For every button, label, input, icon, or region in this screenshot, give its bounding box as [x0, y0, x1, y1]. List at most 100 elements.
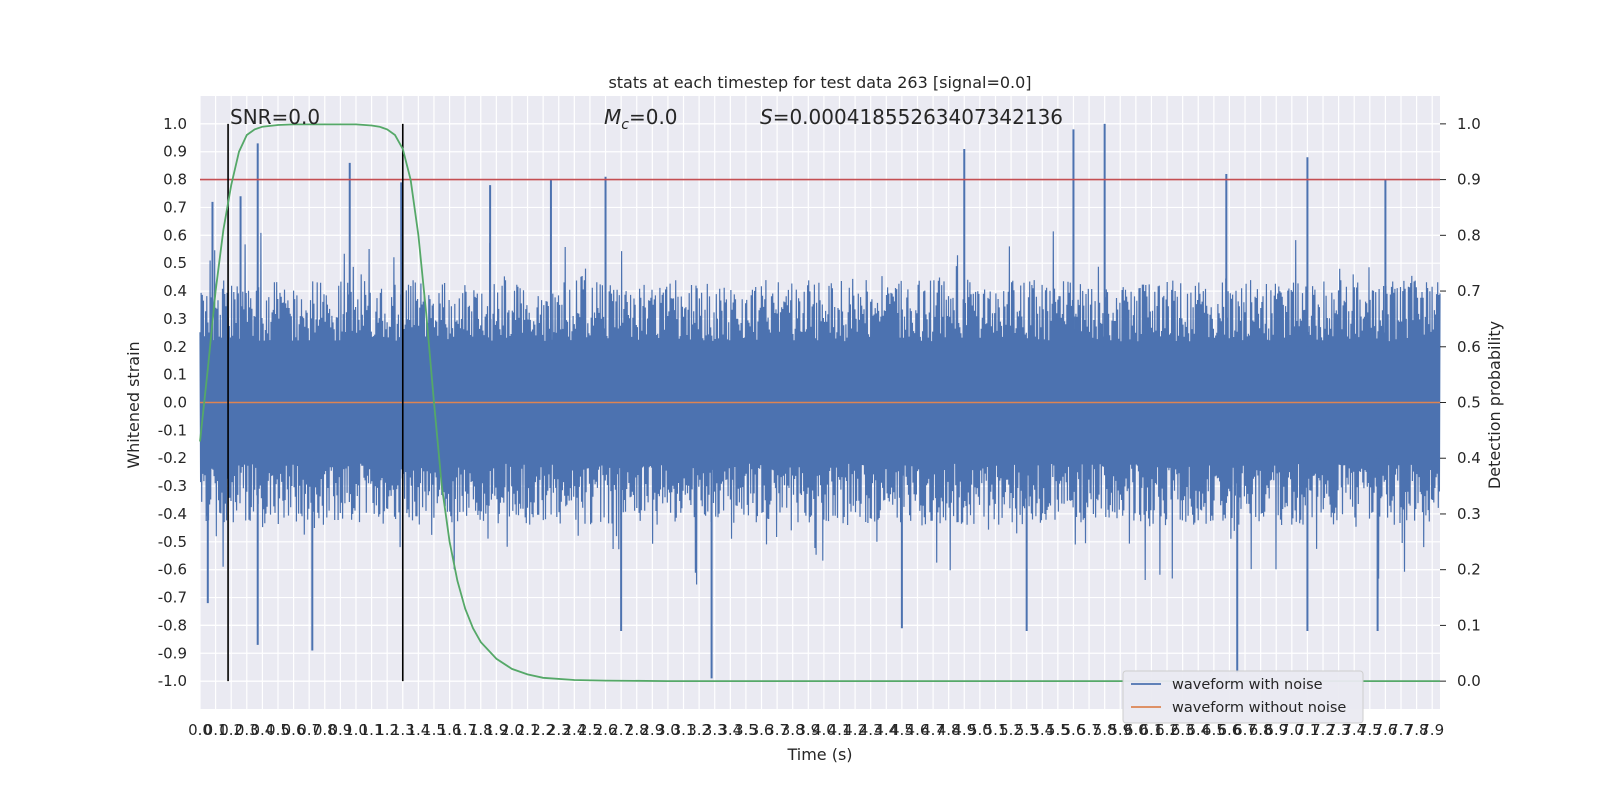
x-tick-label: 7.2: [1311, 721, 1335, 739]
x-tick-label: 3.9: [796, 721, 820, 739]
x-tick-label: 2.8: [625, 721, 649, 739]
x-tick-label: 4.0: [812, 721, 836, 739]
x-tick-label: 6.7: [1233, 721, 1257, 739]
x-tick-label: 1.7: [453, 721, 477, 739]
x-tick-label: 4.4: [874, 721, 898, 739]
x-tick-label: 4.5: [890, 721, 914, 739]
x-tick-label: 0.6: [282, 721, 306, 739]
legend: waveform with noise waveform without noi…: [1122, 670, 1364, 724]
y2-tick-label: 0.1: [1457, 616, 1481, 634]
y-tick-label: 0.0: [163, 394, 187, 412]
y-tick-label: -0.4: [158, 505, 187, 523]
x-tick-label: 4.1: [828, 721, 852, 739]
snr-annotation: SNR=0.0: [230, 105, 320, 129]
legend-label-noise: waveform with noise: [1172, 677, 1323, 693]
y-tick-label: 0.1: [163, 366, 187, 384]
y-tick-label: -0.7: [158, 589, 187, 607]
x-tick-label: 5.1: [984, 721, 1008, 739]
x-tick-label: 7.9: [1420, 721, 1444, 739]
y2-axis-label: Detection probability: [1485, 321, 1504, 489]
x-tick-label: 3.8: [781, 721, 805, 739]
y2-tick-label: 0.8: [1457, 226, 1481, 244]
y-tick-label: 0.5: [163, 254, 187, 272]
x-tick-label: 0.2: [219, 721, 243, 739]
x-tick-label: 3.5: [734, 721, 758, 739]
x-tick-label: 5.6: [1062, 721, 1086, 739]
x-tick-label: 0.5: [266, 721, 290, 739]
x-tick-label: 1.0: [344, 721, 368, 739]
x-tick-label: 4.3: [859, 721, 883, 739]
y-tick-label: -0.6: [158, 561, 187, 579]
y-tick-label: -0.3: [158, 477, 187, 495]
y-tick-labels: 1.0 0.9 0.8 0.7 0.6 0.5 0.4 0.3 0.2 0.1 0.0 -0.1 -0.…: [158, 115, 187, 690]
x-tick-label: 7.4: [1342, 721, 1366, 739]
x-tick-label: 1.8: [469, 721, 493, 739]
x-tick-label: 6.8: [1249, 721, 1273, 739]
x-tick-label: 5.8: [1093, 721, 1117, 739]
legend-box: [1122, 670, 1364, 724]
y2-tick-label: 0.4: [1457, 449, 1481, 467]
x-tick-label: 2.3: [547, 721, 571, 739]
x-tick-label: 7.1: [1295, 721, 1319, 739]
y-tick-label: -0.5: [158, 533, 187, 551]
x-tick-label: 3.6: [750, 721, 774, 739]
x-tick-label: 3.7: [765, 721, 789, 739]
y2-tick-label: 0.9: [1457, 171, 1481, 189]
x-tick-label: 5.5: [1046, 721, 1070, 739]
x-tick-label: 5.3: [1015, 721, 1039, 739]
x-tick-label: 6.9: [1264, 721, 1288, 739]
x-tick-label: 4.9: [952, 721, 976, 739]
y-tick-label: 0.6: [163, 226, 187, 244]
x-tick-label: 0.7: [297, 721, 321, 739]
x-tick-label: 3.0: [656, 721, 680, 739]
x-tick-label: 1.1: [360, 721, 384, 739]
x-tick-label: 5.2: [999, 721, 1023, 739]
y2-tick-label: 0.7: [1457, 282, 1481, 300]
y-tick-label: 0.9: [163, 143, 187, 161]
x-tick-label: 1.4: [406, 721, 430, 739]
y2-tick-label: 0.5: [1457, 394, 1481, 412]
x-tick-label: 0.9: [328, 721, 352, 739]
x-tick-label: 0.0: [188, 721, 212, 739]
y-tick-label: -0.9: [158, 644, 187, 662]
x-tick-label: 2.0: [500, 721, 524, 739]
y-axis-label: Whitened strain: [124, 341, 143, 468]
x-tick-label: 4.8: [937, 721, 961, 739]
x-tick-label: 2.1: [516, 721, 540, 739]
x-tick-label: 7.5: [1358, 721, 1382, 739]
x-tick-label: 6.1: [1140, 721, 1164, 739]
y2-tick-label: 1.0: [1457, 115, 1481, 133]
x-tick-label: 6.2: [1155, 721, 1179, 739]
y2-tick-label: 0.0: [1457, 672, 1481, 690]
x-tick-label: 5.0: [968, 721, 992, 739]
x-tick-label: 2.5: [578, 721, 602, 739]
x-tick-label: 7.0: [1280, 721, 1304, 739]
y-tick-label: 1.0: [163, 115, 187, 133]
x-tick-label: 3.4: [718, 721, 742, 739]
s-annotation: S=0.00041855263407342136: [760, 105, 1063, 129]
y2-tick-label: 0.2: [1457, 561, 1481, 579]
x-tick-label: 5.4: [1030, 721, 1054, 739]
x-tick-label: 1.3: [391, 721, 415, 739]
x-tick-label: 1.2: [375, 721, 399, 739]
x-tick-label: 1.9: [484, 721, 508, 739]
y-tick-label: 0.4: [163, 282, 187, 300]
x-tick-label: 2.2: [531, 721, 555, 739]
x-axis-label: Time (s): [786, 745, 852, 764]
x-tick-label: 4.2: [843, 721, 867, 739]
x-tick-label: 5.7: [1077, 721, 1101, 739]
y-tick-label: -0.2: [158, 449, 187, 467]
x-tick-label: 6.6: [1218, 721, 1242, 739]
y-tick-label: 0.2: [163, 338, 187, 356]
y-tick-label: 0.8: [163, 171, 187, 189]
x-tick-label: 2.6: [594, 721, 618, 739]
x-tick-label: 4.6: [906, 721, 930, 739]
y2-tick-label: 0.6: [1457, 338, 1481, 356]
mc-annotation: Mc=0.0: [604, 105, 678, 133]
x-tick-label: 0.4: [250, 721, 274, 739]
x-tick-label: 7.6: [1373, 721, 1397, 739]
x-tick-label: 7.7: [1389, 721, 1413, 739]
x-tick-label: 6.5: [1202, 721, 1226, 739]
x-tick-label: 3.1: [672, 721, 696, 739]
